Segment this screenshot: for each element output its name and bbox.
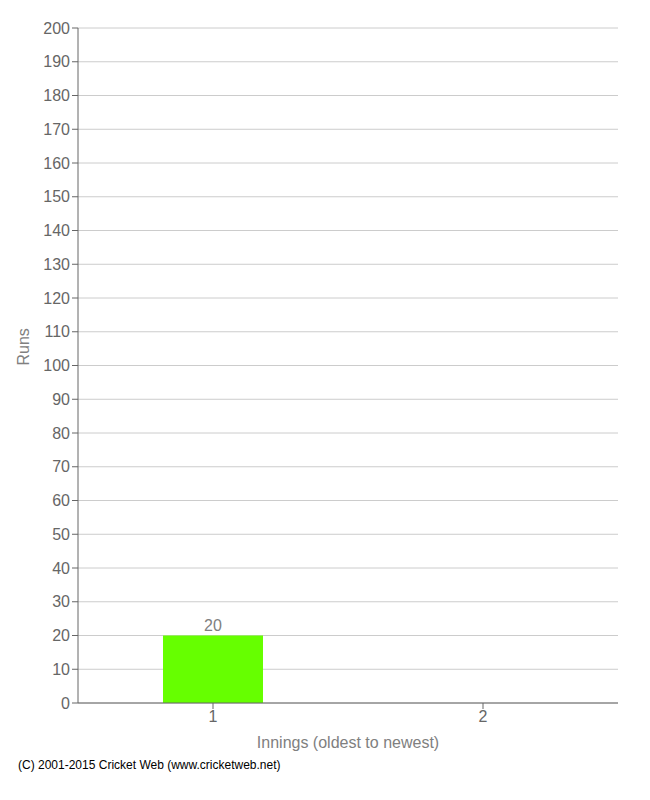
html-text:(C) 2001-2015 Cricket Web (www: (C) 2001-2015 Cricket Web (www.cricketwe… bbox=[18, 758, 281, 772]
svg-text:200: 200 bbox=[43, 20, 70, 37]
svg-text:2: 2 bbox=[479, 708, 488, 725]
svg-text:Innings (oldest to newest): Innings (oldest to newest) bbox=[257, 734, 439, 751]
svg-text:1: 1 bbox=[209, 708, 218, 725]
svg-text:60: 60 bbox=[52, 492, 70, 509]
svg-text:20: 20 bbox=[52, 627, 70, 644]
svg-text:120: 120 bbox=[43, 290, 70, 307]
svg-text:90: 90 bbox=[52, 391, 70, 408]
svg-text:140: 140 bbox=[43, 222, 70, 239]
svg-text:40: 40 bbox=[52, 560, 70, 577]
svg-text:50: 50 bbox=[52, 526, 70, 543]
svg-text:110: 110 bbox=[44, 323, 70, 340]
svg-text:100: 100 bbox=[43, 357, 70, 374]
svg-text:150: 150 bbox=[43, 188, 70, 205]
svg-text:70: 70 bbox=[52, 458, 70, 475]
svg-text:170: 170 bbox=[43, 121, 70, 138]
svg-text:180: 180 bbox=[43, 87, 70, 104]
svg-text:10: 10 bbox=[52, 661, 70, 678]
svg-text:30: 30 bbox=[52, 593, 70, 610]
svg-text:0: 0 bbox=[61, 695, 70, 712]
svg-text:160: 160 bbox=[43, 155, 70, 172]
svg-text:Runs: Runs bbox=[15, 328, 32, 365]
svg-text:80: 80 bbox=[52, 425, 70, 442]
svg-text:130: 130 bbox=[43, 256, 70, 273]
svg-text:20: 20 bbox=[204, 617, 222, 634]
svg-text:190: 190 bbox=[43, 53, 70, 70]
